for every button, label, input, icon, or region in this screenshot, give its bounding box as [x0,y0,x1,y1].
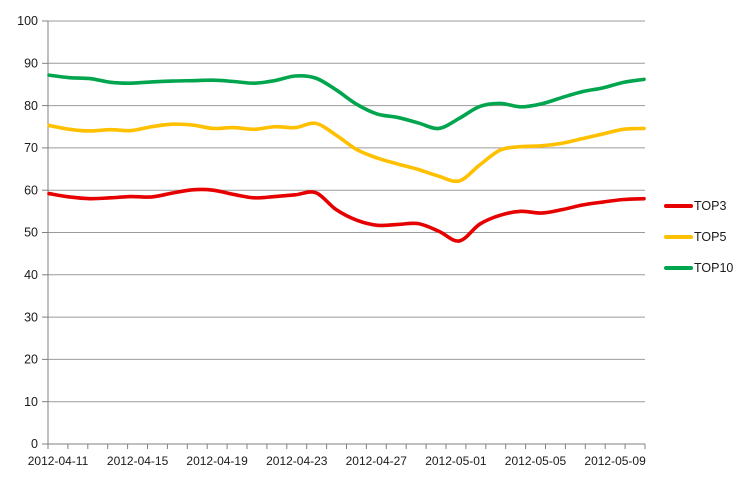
x-axis-label: 2012-05-01 [425,454,487,468]
x-axis-label: 2012-04-27 [346,454,408,468]
series-line-top3 [47,187,646,243]
legend-label-top10: TOP10 [694,260,734,275]
legend-label-top5: TOP5 [694,229,727,244]
y-axis-label: 10 [24,395,38,409]
y-axis-label: 30 [24,310,38,324]
legend-item-top10: TOP10 [664,260,733,275]
x-axis-label: 2012-04-19 [186,454,248,468]
legend-item-top5: TOP5 [664,229,733,244]
y-axis-label: 0 [31,437,38,451]
legend-swatch-top5 [664,234,693,239]
legend-swatch-top3 [664,203,693,208]
legend: TOP3 TOP5 TOP10 [664,198,733,275]
y-axis-label: 90 [24,57,38,71]
legend-swatch-top10 [664,265,693,270]
y-axis-label: 60 [24,183,38,197]
y-axis-label: 80 [24,99,38,113]
x-axis-label: 2012-04-15 [107,454,169,468]
x-axis-label: 2012-05-09 [584,454,646,468]
legend-item-top3: TOP3 [664,198,733,213]
legend-label-top3: TOP3 [694,198,727,213]
series-line-top5 [47,121,646,184]
x-axis-label: 2012-04-23 [266,454,328,468]
y-axis-label: 100 [17,14,38,28]
series-line-top10 [47,73,646,131]
y-axis-label: 20 [24,353,38,367]
x-axis-label: 2012-04-11 [28,454,89,468]
y-axis-label: 70 [24,141,38,155]
x-axis-label: 2012-05-05 [505,454,567,468]
y-axis-label: 40 [24,268,38,282]
y-axis-label: 50 [24,226,38,240]
